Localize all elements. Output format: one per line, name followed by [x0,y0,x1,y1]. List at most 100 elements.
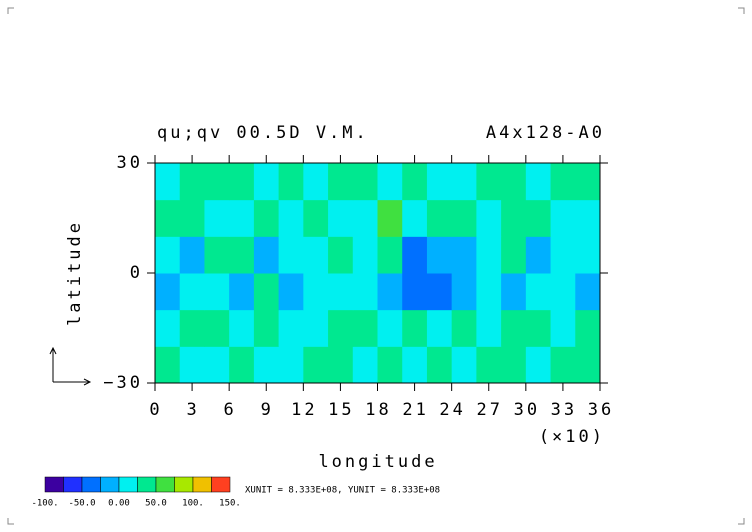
cell [179,309,205,347]
colorbar-box [211,476,231,493]
x-tick-label: 30 [514,400,540,420]
cell [328,199,354,237]
cell [303,236,329,274]
x-tick-label: 24 [439,400,465,420]
y-axis-label: latitude [65,220,85,326]
colorbar-label: 150. [219,499,241,509]
cell [204,236,230,274]
cell [525,309,552,347]
cell [328,163,354,201]
cell [476,273,502,311]
cell [303,309,329,347]
cell [426,273,453,311]
cell [278,236,304,274]
cell [550,236,576,274]
cell [451,199,477,237]
cell [253,199,280,237]
cell [426,346,453,384]
cell [476,199,502,237]
cell [328,346,354,384]
cell [278,163,304,201]
cell [550,199,576,237]
unit-note: XUNIT = 8.333E+08, YUNIT = 8.333E+08 [245,486,440,496]
cell [377,346,403,384]
cell [155,346,181,384]
cell [204,346,230,384]
cell [550,309,576,347]
cell [229,199,255,237]
cell [155,309,181,347]
cell [501,236,527,274]
x-tick-label: 12 [291,400,317,420]
cell [525,273,552,311]
cell [575,236,601,274]
x-tick-label: 21 [402,400,428,420]
cell [575,199,601,237]
colorbar-box [192,476,212,493]
chart-subtitle: A4x128-A0 [486,123,605,143]
cell [352,236,378,274]
x-tick-label: 27 [477,400,503,420]
cell [525,199,552,237]
cell [328,273,354,311]
cell [229,236,255,274]
cell [402,273,428,311]
cell [303,199,329,237]
cell [402,199,428,237]
cell [278,199,304,237]
x-axis-label: longitude [318,452,437,472]
cell [501,309,527,347]
x-tick-label: 33 [551,400,577,420]
colorbar-box [81,476,101,493]
cell [303,163,329,201]
cell [451,163,477,201]
chart-title: qu;qv 00.5D V.M. [157,123,369,143]
cell [328,236,354,274]
cell [377,309,403,347]
colorbar-box [155,476,175,493]
cell [229,346,255,384]
cell [550,346,576,384]
cell [155,236,181,274]
colorbar-box [174,476,194,493]
cell [229,163,255,201]
x-axis-note: (×10) [539,427,605,447]
cell [451,309,477,347]
y-tick-label: 0 [130,263,143,283]
x-tick-label: 0 [149,400,162,420]
cell [155,163,181,201]
cell [229,273,255,311]
cell [179,346,205,384]
cell [253,346,280,384]
cell [352,163,378,201]
cell [550,273,576,311]
x-tick-label: 18 [365,400,391,420]
cell [303,273,329,311]
cell [550,163,576,201]
x-tick-label: 9 [261,400,274,420]
cell [501,163,527,201]
cell [352,199,378,237]
cell [179,273,205,311]
cell [278,346,304,384]
cell [402,163,428,201]
x-tick-label: 3 [186,400,199,420]
cell [451,236,477,274]
cell [253,163,280,201]
cell [575,346,601,384]
cell [426,163,453,201]
vector-legend [49,346,92,386]
colorbar-label: -50.0 [68,499,95,509]
cell [155,199,181,237]
cell [204,199,230,237]
cell [377,273,403,311]
cell [451,273,477,311]
cell [525,236,552,274]
cell [501,346,527,384]
page-corners [7,7,745,525]
cell [253,273,280,311]
cell [575,273,601,311]
cell [278,309,304,347]
y-tick-label: −30 [103,373,143,393]
